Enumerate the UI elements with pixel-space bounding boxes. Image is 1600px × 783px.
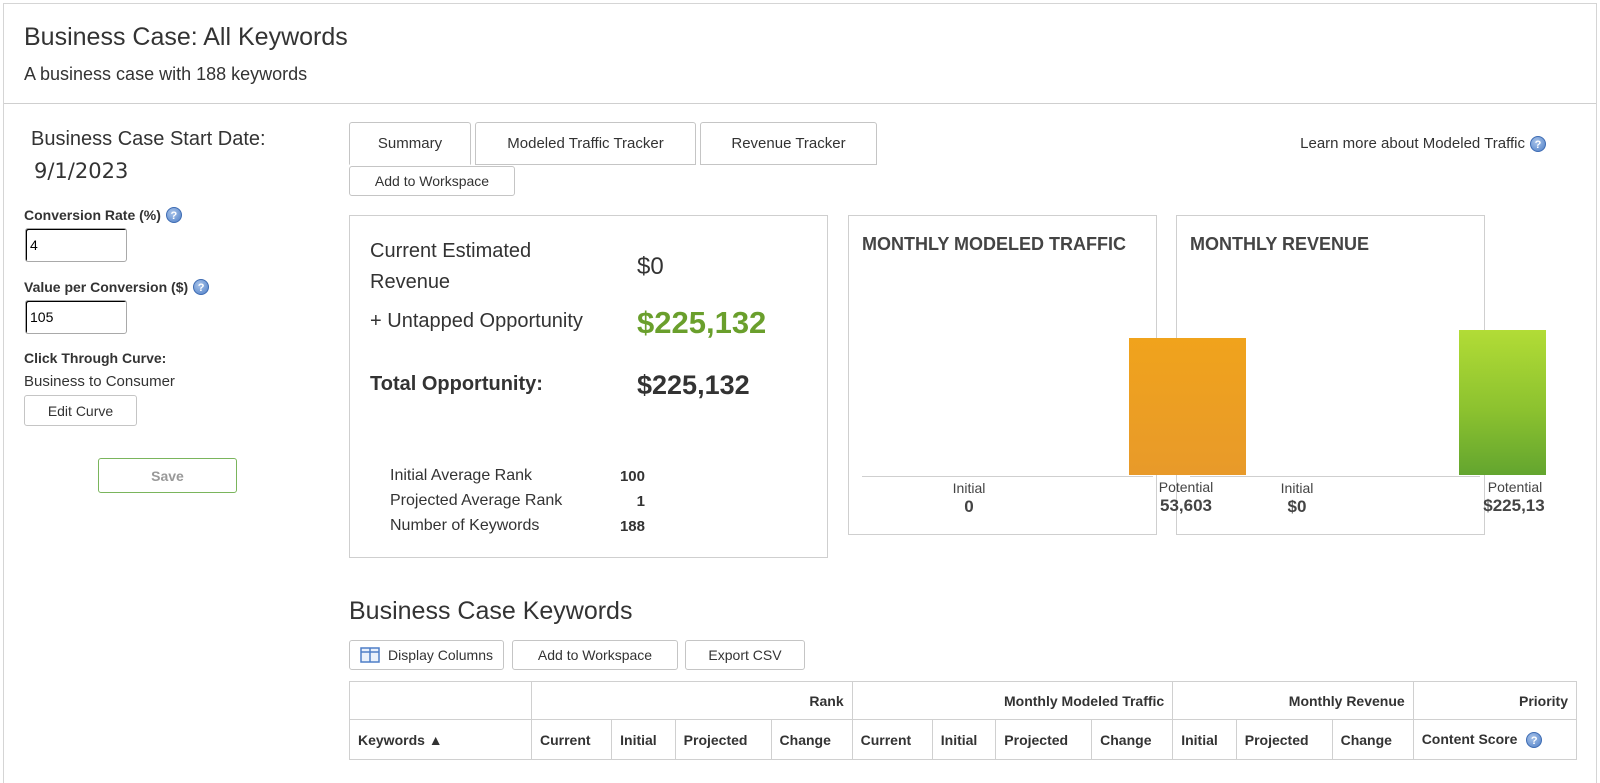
untapped-opportunity-value: $225,132 (637, 305, 767, 340)
group-header-rank: Rank (531, 681, 853, 720)
help-icon[interactable]: ? (1530, 135, 1546, 152)
revenue-chart-axis (1190, 476, 1480, 477)
value-per-conversion-input[interactable] (25, 300, 127, 334)
traffic-initial-label: Initial (952, 480, 986, 496)
column-header-rank-initial[interactable]: Initial (611, 719, 676, 760)
tab-revenue-tracker[interactable]: Revenue Tracker (700, 122, 877, 165)
table-group-header-row: Rank Monthly Modeled Traffic Monthly Rev… (349, 681, 1578, 720)
projected-average-rank-value: 1 (636, 493, 645, 510)
current-revenue-value: $0 (637, 253, 664, 280)
projected-average-rank-label: Projected Average Rank (390, 492, 563, 509)
column-header-revenue-initial[interactable]: Initial (1172, 719, 1237, 760)
save-button[interactable]: Save (98, 458, 237, 493)
revenue-initial-label: Initial (1280, 480, 1314, 496)
table-column-header-row: Keywords ▲ Current Initial Projected Cha… (349, 719, 1578, 760)
column-header-traffic-change[interactable]: Change (1091, 719, 1174, 760)
untapped-opportunity-text: Untapped Opportunity (387, 310, 583, 332)
export-csv-button[interactable]: Export CSV (685, 640, 805, 670)
traffic-potential-bar (1129, 338, 1246, 475)
help-icon[interactable]: ? (1526, 732, 1543, 748)
column-header-traffic-current[interactable]: Current (851, 719, 933, 760)
revenue-potential-bar (1459, 330, 1546, 475)
revenue-initial-value: $0 (1287, 497, 1307, 516)
start-date-label: Business Case Start Date: (31, 128, 266, 150)
column-header-rank-projected[interactable]: Projected (674, 719, 772, 760)
keywords-add-to-workspace-button[interactable]: Add to Workspace (512, 640, 678, 670)
summary-card: Current Estimated Revenue $0 + Untapped … (349, 215, 828, 558)
learn-more-link[interactable]: Learn more about Modeled Traffic ? (1300, 135, 1546, 152)
group-header-blank (349, 681, 532, 720)
column-header-traffic-initial[interactable]: Initial (931, 719, 997, 760)
tab-summary[interactable]: Summary (349, 122, 471, 165)
column-header-traffic-projected[interactable]: Projected (995, 719, 1093, 760)
click-through-label: Click Through Curve: (24, 350, 167, 366)
group-header-revenue: Monthly Revenue (1172, 681, 1414, 720)
total-opportunity-value: $225,132 (637, 370, 750, 400)
group-header-traffic: Monthly Modeled Traffic (851, 681, 1174, 720)
revenue-potential-value: $225,13 (1483, 496, 1545, 515)
traffic-potential-label: Potential (1158, 479, 1214, 495)
revenue-potential-label: Potential (1487, 479, 1543, 495)
untapped-opportunity-label: + Untapped Opportunity (370, 306, 583, 337)
traffic-potential-value: 53,603 (1160, 496, 1212, 515)
help-icon[interactable]: ? (193, 279, 210, 295)
columns-icon (360, 647, 380, 663)
number-of-keywords-label: Number of Keywords (390, 517, 540, 534)
value-per-conversion-label: Value per Conversion ($) ? (24, 279, 210, 295)
group-header-priority: Priority (1412, 681, 1578, 720)
conversion-rate-label: Conversion Rate (%) ? (24, 207, 182, 223)
traffic-chart-axis (862, 476, 1153, 477)
page-header: Business Case: All Keywords A business c… (4, 4, 1596, 104)
conversion-rate-label-text: Conversion Rate (%) (24, 207, 161, 223)
value-per-conversion-label-text: Value per Conversion ($) (24, 279, 189, 295)
plus-icon: + (370, 310, 382, 332)
number-of-keywords-value: 188 (619, 518, 645, 535)
column-header-revenue-projected[interactable]: Projected (1235, 719, 1333, 760)
column-header-rank-change[interactable]: Change (770, 719, 853, 760)
display-columns-button[interactable]: Display Columns (349, 640, 504, 670)
learn-more-text[interactable]: Learn more about Modeled Traffic (1300, 135, 1525, 152)
tab-modeled-traffic-tracker[interactable]: Modeled Traffic Tracker (475, 122, 696, 165)
conversion-rate-input[interactable] (25, 228, 127, 262)
display-columns-label[interactable]: Display Columns (387, 647, 494, 663)
monthly-traffic-chart: MONTHLY MODELED TRAFFIC Initial 0 (848, 215, 1157, 535)
total-opportunity-label: Total Opportunity: (370, 373, 543, 395)
edit-curve-button[interactable]: Edit Curve (24, 395, 137, 426)
column-header-rank-current[interactable]: Current (530, 719, 613, 760)
start-date-value: 9/1/2023 (34, 159, 129, 183)
column-header-keywords[interactable]: Keywords ▲ (349, 719, 532, 760)
page-title: Business Case: All Keywords (24, 23, 348, 51)
content-score-label[interactable]: Content Score (1421, 731, 1518, 747)
traffic-initial-value: 0 (964, 497, 974, 516)
help-icon[interactable]: ? (165, 207, 182, 223)
initial-average-rank-value: 100 (619, 468, 645, 485)
initial-average-rank-label: Initial Average Rank (390, 467, 533, 484)
page-subtitle: A business case with 188 keywords (24, 64, 308, 84)
add-to-workspace-button[interactable]: Add to Workspace (349, 166, 515, 196)
column-header-content-score[interactable]: Content Score ? (1412, 719, 1578, 760)
click-through-value: Business to Consumer (24, 373, 175, 390)
keywords-section-title: Business Case Keywords (349, 597, 633, 625)
column-header-revenue-change[interactable]: Change (1331, 719, 1414, 760)
traffic-chart-title: MONTHLY MODELED TRAFFIC (862, 234, 1126, 254)
app-frame: Business Case: All Keywords A business c… (3, 3, 1597, 783)
keywords-table: Rank Monthly Modeled Traffic Monthly Rev… (349, 681, 1578, 760)
current-revenue-label: Current Estimated Revenue (370, 240, 532, 293)
revenue-chart-title: MONTHLY REVENUE (1190, 234, 1370, 254)
